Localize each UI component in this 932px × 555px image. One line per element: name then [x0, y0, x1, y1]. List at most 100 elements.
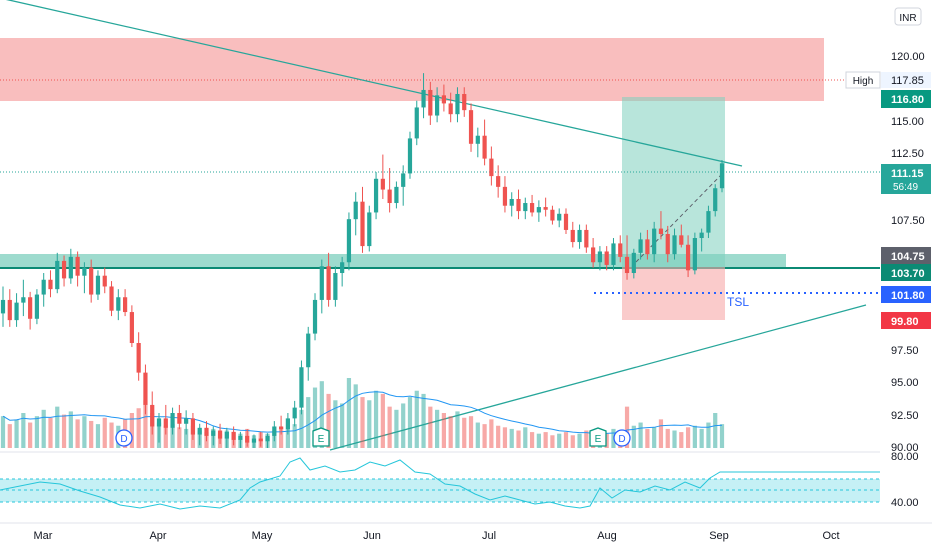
currency-badge[interactable]: INR [894, 7, 922, 26]
volume-bar [82, 416, 87, 448]
volume-bar [340, 403, 345, 448]
price-tick: 92.50 [891, 410, 919, 422]
volume-bar [373, 390, 379, 448]
volume-bar [292, 424, 297, 448]
volume-bar [109, 422, 114, 448]
target-tag: 116.80 [891, 94, 924, 106]
candle-body [570, 229, 575, 243]
candle-body [163, 418, 168, 428]
dividend-marker[interactable]: D [613, 429, 631, 447]
time-label: Jul [482, 530, 496, 542]
volume-bar [672, 430, 677, 448]
candle-body [448, 103, 453, 115]
volume-bar [285, 428, 290, 448]
volume-bar [48, 417, 53, 448]
tsl-label: TSL [727, 295, 749, 309]
volume-bar [529, 432, 535, 448]
volume-bar [34, 416, 40, 448]
candle-body [387, 189, 392, 204]
candle-body [136, 343, 141, 373]
time-label: Sep [709, 530, 729, 542]
candle-body [116, 297, 121, 311]
candle-body [489, 158, 494, 177]
support-top-tag: 104.75 [891, 251, 925, 263]
candle-body [421, 89, 426, 108]
candle-body [82, 267, 87, 276]
volume-bar [367, 400, 372, 448]
price-scale[interactable]: INR 120.00 115.00 112.50 107.50 97.50 95… [845, 0, 932, 550]
candle-body [204, 427, 209, 436]
volume-bar [563, 432, 569, 448]
support-line-tag: 103.70 [891, 268, 925, 280]
time-axis[interactable]: Mar Apr May Jun Jul Aug Sep Oct [0, 522, 932, 542]
volume-bar [55, 406, 60, 448]
candle-body [285, 418, 290, 430]
volume-bar [638, 422, 643, 448]
candle-body [292, 407, 297, 419]
high-label: High [853, 76, 874, 87]
candle-body [665, 233, 670, 255]
volume-bar [550, 435, 555, 448]
candle-body [502, 186, 508, 206]
tsl-tag: 101.80 [891, 290, 925, 302]
volume-bar [326, 393, 331, 448]
volume-bar [401, 403, 406, 448]
candle-body [679, 235, 684, 245]
price-tick: 97.50 [891, 345, 919, 357]
volume-bar [407, 397, 413, 448]
candle-body [122, 297, 128, 313]
volume-bar [7, 424, 12, 448]
candle-body [41, 279, 46, 295]
earnings-marker[interactable]: E [589, 427, 607, 447]
candle-body [713, 188, 718, 212]
candle-body [706, 211, 711, 233]
volume-bar [306, 397, 311, 448]
candle-body [340, 262, 345, 274]
candle-body [455, 93, 460, 115]
volume-bar [516, 430, 521, 448]
candle-body [550, 209, 555, 221]
time-label: Jun [363, 530, 381, 542]
candle-body [577, 229, 582, 243]
volume-bar [89, 420, 94, 448]
rsi-tick: 40.00 [891, 497, 919, 509]
earnings-marker[interactable]: E [312, 427, 330, 447]
candle-body [536, 207, 541, 213]
dividend-marker[interactable]: D [115, 429, 133, 447]
candle-body [197, 427, 202, 435]
volume-bar [536, 433, 541, 448]
rsi-tick: 80.00 [891, 451, 919, 463]
volume-bar [679, 432, 684, 448]
candle-body [190, 418, 196, 435]
volume-bar [509, 428, 514, 448]
candle-body [150, 404, 155, 427]
dividend-marker-label: D [120, 434, 127, 445]
candle-body [231, 431, 236, 440]
candle-body [299, 367, 304, 408]
candle-body [306, 333, 311, 368]
price-tick: 90.00 [891, 442, 919, 454]
candle-body [75, 256, 80, 276]
volume-bar [692, 425, 697, 448]
volume-bar [523, 427, 528, 448]
candle-body [156, 418, 162, 427]
candle-body [312, 299, 318, 334]
volume-bar [584, 430, 589, 448]
volume-bar [631, 425, 636, 448]
volume-bar [468, 416, 474, 448]
volume-bar [699, 428, 704, 448]
candle-body [645, 239, 650, 255]
candle-body [0, 299, 6, 314]
candle-body [68, 256, 73, 279]
candle-body [462, 93, 467, 111]
candle-body [692, 238, 697, 271]
candle-body [224, 431, 229, 439]
volume-bar [346, 378, 352, 448]
candle-body [102, 275, 107, 287]
volume-bar [319, 381, 324, 448]
candle-body [407, 138, 413, 174]
volume-bar [279, 427, 284, 448]
candle-body [319, 266, 324, 300]
